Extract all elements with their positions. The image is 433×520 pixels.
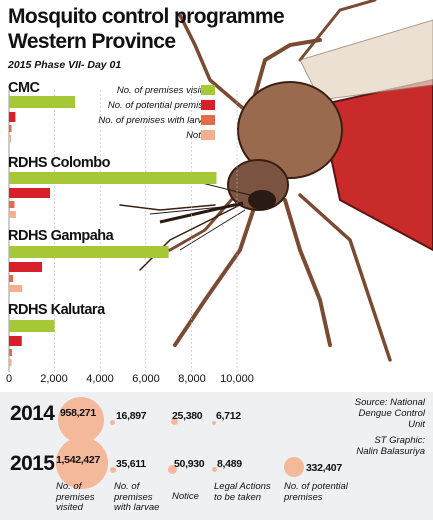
value-2015-larvae: 35,611 bbox=[116, 458, 146, 470]
value-2014-larvae: 16,897 bbox=[116, 410, 147, 422]
x-tick-label: 4,000 bbox=[86, 373, 114, 385]
caption-larvae: No. of premises with larvae bbox=[114, 481, 160, 513]
value-2014-legal: 6,712 bbox=[216, 410, 241, 422]
bar-cmc-series-1 bbox=[9, 112, 16, 122]
bubble-2015-legal bbox=[212, 467, 217, 472]
bubble-2014-visited bbox=[58, 397, 104, 443]
chart-title-line2: Western Province bbox=[8, 30, 176, 53]
value-2014-visited: 958,271 bbox=[60, 407, 96, 419]
chart-subtitle: 2015 Phase VII- Day 01 bbox=[8, 59, 122, 71]
value-2015-legal: 8,489 bbox=[217, 458, 242, 470]
caption-notice: Notice bbox=[172, 491, 199, 502]
legend-label-visited: No. of premises visited bbox=[116, 85, 213, 96]
source-line3: Unit bbox=[408, 419, 425, 430]
bubble-2015-visited bbox=[56, 437, 108, 489]
legend-label-larvae: No. of premises with larvae bbox=[98, 115, 213, 126]
chart-title-line1: Mosquito control programme bbox=[8, 5, 285, 28]
bar-rdhs-kalutara-series-2 bbox=[9, 349, 12, 356]
bubble-2015-potential bbox=[284, 457, 304, 477]
bar-cmc-series-2 bbox=[9, 125, 12, 132]
x-tick-label: 8,000 bbox=[178, 373, 206, 385]
category-label-rdhs-gampaha: RDHS Gampaha bbox=[8, 228, 114, 244]
bubble-2015-notice bbox=[168, 465, 177, 474]
x-tick-label: 10,000 bbox=[220, 373, 254, 385]
legend-swatch-potential bbox=[201, 100, 215, 110]
legend-label-potential: No. of potential premises bbox=[107, 100, 213, 111]
bar-chart bbox=[8, 90, 238, 372]
graphic-credit-line1: ST Graphic: bbox=[374, 435, 425, 446]
x-tick-label: 2,000 bbox=[40, 373, 68, 385]
bubble-2014-notice bbox=[171, 418, 178, 425]
bar-rdhs-gampaha-series-1 bbox=[9, 262, 43, 272]
legend-swatch-visited bbox=[201, 85, 215, 95]
source-line1: Source: National bbox=[354, 397, 425, 408]
bar-rdhs-gampaha-series-2 bbox=[9, 275, 14, 282]
caption-potential: No. of potential premises bbox=[284, 481, 348, 503]
bar-cmc-series-0 bbox=[9, 96, 76, 108]
bar-rdhs-colombo-series-3 bbox=[9, 211, 16, 218]
value-2015-notice: 50,930 bbox=[174, 458, 205, 470]
bar-rdhs-colombo-series-1 bbox=[9, 188, 51, 198]
legend-label-notice: Notice bbox=[186, 130, 213, 141]
value-2014-notice: 25,380 bbox=[172, 410, 203, 422]
bar-rdhs-kalutara-series-1 bbox=[9, 336, 22, 346]
year-label-2015: 2015 bbox=[10, 452, 55, 475]
value-2015-potential: 332,407 bbox=[306, 462, 342, 474]
caption-visited: No. of premises visited bbox=[56, 481, 95, 513]
bar-rdhs-kalutara-series-3 bbox=[9, 359, 12, 366]
bar-rdhs-colombo-series-2 bbox=[9, 201, 15, 208]
value-2015-visited: 1,542,427 bbox=[56, 454, 101, 466]
bubble-2014-larvae bbox=[110, 420, 115, 425]
legend-swatch-larvae bbox=[201, 115, 215, 125]
x-tick-label: 0 bbox=[5, 373, 13, 385]
bar-cmc-series-3 bbox=[9, 135, 12, 142]
legend-swatch-notice bbox=[201, 130, 215, 140]
bar-rdhs-kalutara-series-0 bbox=[9, 320, 55, 332]
mosquito-illustration bbox=[118, 0, 433, 362]
x-tick-label: 6,000 bbox=[132, 373, 160, 385]
bar-rdhs-gampaha-series-3 bbox=[9, 285, 23, 292]
bar-rdhs-colombo-series-0 bbox=[9, 172, 217, 184]
category-label-rdhs-kalutara: RDHS Kalutara bbox=[8, 302, 105, 318]
bar-rdhs-gampaha-series-0 bbox=[9, 246, 169, 258]
category-label-rdhs-colombo: RDHS Colombo bbox=[8, 155, 110, 171]
category-label-cmc: CMC bbox=[8, 80, 40, 96]
year-label-2014: 2014 bbox=[10, 402, 55, 425]
bubble-2015-larvae bbox=[110, 467, 116, 473]
source-line2: Dengue Control bbox=[358, 408, 425, 419]
bubble-2014-legal bbox=[212, 421, 216, 425]
caption-legal: Legal Actions to be taken bbox=[214, 481, 271, 503]
graphic-credit-line2: Nalin Balasuriya bbox=[356, 446, 425, 457]
